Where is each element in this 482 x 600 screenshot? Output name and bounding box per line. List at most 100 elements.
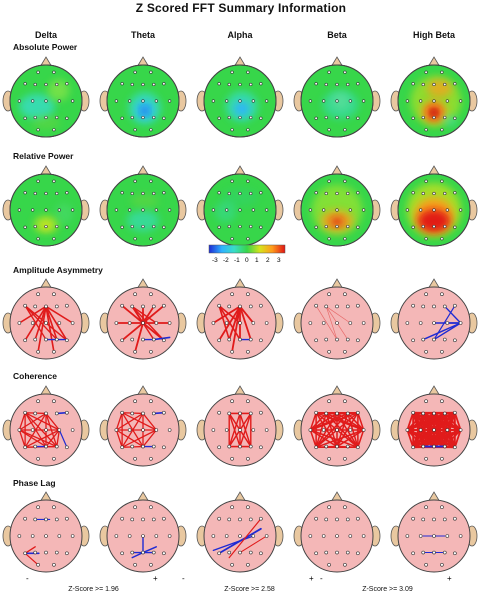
electrode [335, 321, 339, 325]
connection-line [24, 305, 47, 341]
color-scale: -3 -2 -1 0 1 2 3 [207, 244, 287, 268]
electrode [227, 444, 231, 449]
electrode [432, 321, 436, 325]
topography-fill [322, 90, 359, 119]
electrode [225, 99, 229, 103]
relative-power-map-theta [99, 165, 187, 247]
legend-minus: - [320, 574, 323, 583]
electrode [17, 321, 22, 325]
electrode [120, 445, 124, 450]
electrode [52, 562, 56, 567]
connection-line [433, 429, 462, 448]
electrode [70, 321, 75, 325]
electrode [424, 292, 428, 297]
topography-region [126, 210, 160, 232]
connection-line [239, 305, 255, 324]
relative-power-map-high-beta [390, 165, 478, 247]
electrode [411, 191, 415, 195]
electrode [356, 116, 360, 120]
electrode [343, 179, 347, 183]
electrode [458, 534, 463, 538]
electrode [30, 321, 35, 325]
electrode [421, 517, 426, 522]
topography-region [331, 92, 350, 110]
electrode [453, 410, 457, 415]
electrode [17, 99, 21, 103]
connection-line [218, 304, 241, 324]
electrode [432, 304, 436, 309]
topography-region [222, 188, 258, 207]
electrode [120, 516, 124, 521]
electrode [246, 128, 250, 132]
electrode [238, 82, 242, 87]
electrode [453, 338, 457, 343]
electrode [238, 428, 242, 432]
electrode [246, 399, 250, 404]
electrode [30, 428, 35, 432]
electrode [411, 551, 415, 556]
topography-fill [128, 92, 161, 125]
connection-line [239, 305, 252, 341]
electrode [154, 321, 159, 325]
electrode [55, 191, 59, 196]
absolute-power-map-alpha [196, 56, 284, 138]
electrode [65, 191, 69, 195]
electrode [321, 321, 326, 325]
topography-region [426, 79, 452, 98]
legend-plus: + [447, 574, 452, 583]
electrode [227, 550, 231, 555]
electrode [421, 444, 426, 449]
electrode [162, 410, 166, 415]
connection-line [412, 429, 435, 449]
electrode [141, 321, 145, 325]
electrode [65, 445, 69, 450]
electrode [65, 303, 69, 308]
electrode [314, 516, 318, 521]
electrode [405, 208, 409, 212]
topography-fill [33, 202, 73, 234]
electrode [405, 321, 410, 325]
electrode [44, 550, 48, 555]
electrode [120, 551, 124, 556]
electrode [149, 292, 153, 297]
electrode [322, 99, 326, 103]
electrode [246, 456, 250, 461]
electrode [356, 303, 360, 308]
topography-fill [214, 188, 258, 223]
electrode [230, 456, 234, 461]
electrode [324, 115, 328, 120]
column-high-beta: High Beta [412, 30, 455, 40]
electrode [149, 128, 153, 132]
electrode [327, 505, 331, 510]
section-relative-power: Relative Power [13, 151, 74, 161]
electrode [421, 115, 425, 120]
connection-line [419, 429, 435, 448]
legend-plus: + [153, 574, 158, 583]
electrode [327, 292, 331, 297]
electrode [36, 562, 40, 567]
connection-line [309, 412, 327, 431]
electrode [149, 70, 153, 74]
scale-tick: 1 [255, 257, 259, 264]
coherence-map-beta [293, 385, 381, 467]
electrode [249, 444, 253, 449]
electrode [154, 428, 159, 432]
page-title: Z Scored FFT Summary Information [135, 1, 347, 15]
electrode [54, 337, 59, 342]
electrode [227, 411, 231, 416]
electrode [167, 428, 172, 432]
electrode [445, 428, 450, 432]
connection-line [45, 305, 55, 353]
electrode [343, 399, 347, 404]
electrode [432, 411, 436, 416]
amplitude-asymmetry-map-theta [99, 278, 187, 360]
electrode [154, 208, 158, 212]
electrode [33, 444, 38, 449]
electrode [356, 82, 360, 86]
electrode [324, 337, 329, 342]
electrode [133, 349, 137, 354]
scale-tick: -2 [223, 257, 229, 264]
electrode [324, 224, 328, 229]
electrode [442, 517, 447, 522]
electrode [217, 516, 221, 521]
